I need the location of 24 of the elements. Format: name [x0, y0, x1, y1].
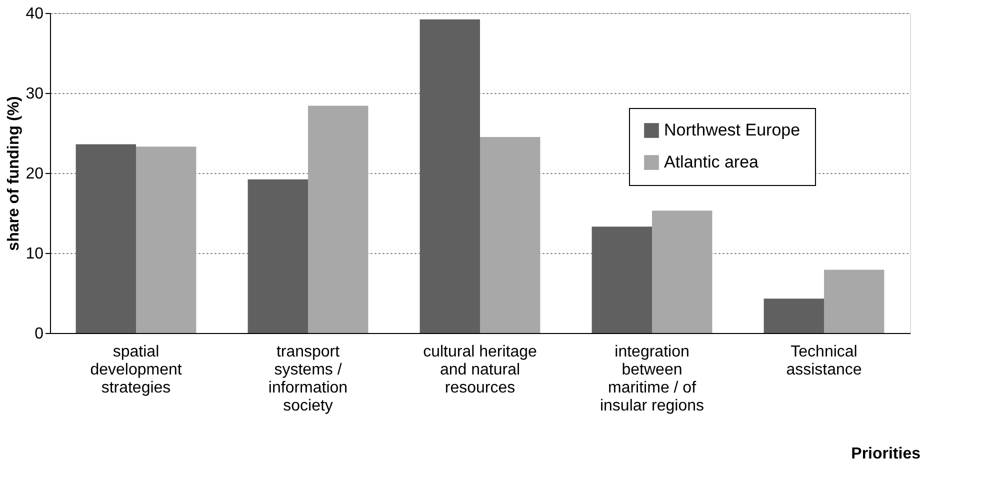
x-tick-label: transport systems / information society [268, 344, 348, 414]
bar [652, 210, 712, 333]
y-tick-label: 10 [26, 246, 44, 262]
legend-label: Atlantic area [664, 152, 760, 172]
x-tick-label: cultural heritage and natural resources [423, 344, 538, 396]
y-tick-label: 20 [26, 166, 44, 182]
x-tick-label: spatial development strategies [90, 344, 182, 396]
x-tick-label: Technical assistance [786, 344, 862, 378]
y-axis-title: share of funding (%) [6, 96, 23, 251]
y-tick-label: 30 [26, 86, 44, 102]
bar [592, 226, 652, 333]
legend-label: Northwest Europe [664, 120, 800, 140]
bar [420, 19, 480, 333]
bar [824, 270, 884, 333]
bar [76, 144, 136, 333]
bar [764, 298, 824, 333]
y-tick-label: 0 [34, 326, 44, 342]
bar [136, 146, 196, 333]
bar [480, 137, 540, 333]
x-tick-label: integration between maritime / of insular regions [600, 344, 704, 414]
x-axis-title: Priorities [851, 446, 921, 462]
bar [308, 106, 368, 333]
bar [248, 179, 308, 333]
y-tick-label: 40 [26, 6, 44, 22]
